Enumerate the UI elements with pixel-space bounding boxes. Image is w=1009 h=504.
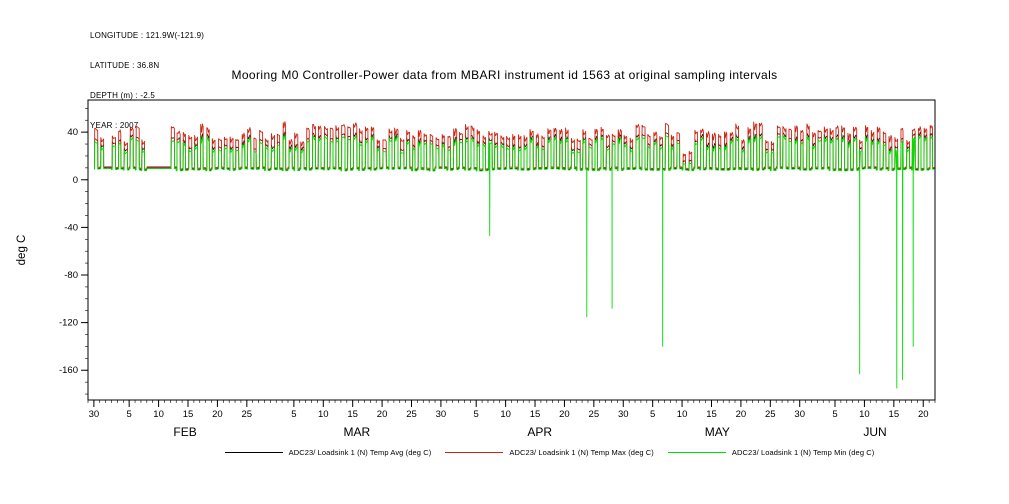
x-tick-label: 15 [183,409,194,420]
x-tick-label: 30 [618,409,629,420]
x-tick-label: 5 [650,409,655,420]
x-tick-label: 15 [530,409,541,420]
x-tick-label: 10 [859,409,870,420]
x-month-label: MAR [343,425,370,439]
y-axis-label: deg C [16,235,28,266]
legend-label-min: ADC23/ Loadsink 1 (N) Temp Min (deg C) [731,448,875,457]
y-tick-label: -80 [64,270,78,281]
x-tick-label: 5 [291,409,296,420]
x-tick-label: 25 [765,409,776,420]
legend-line-min-icon [667,452,726,453]
x-tick-label: 5 [127,409,132,420]
x-tick-label: 15 [347,409,358,420]
legend-label-avg: ADC23/ Loadsink 1 (N) Temp Avg (deg C) [288,448,432,457]
y-tick-label: -160 [59,365,78,376]
x-tick-label: 10 [153,409,164,420]
legend-line-max-icon [445,452,504,453]
legend: ADC23/ Loadsink 1 (N) Temp Avg (deg C) A… [95,448,1004,457]
x-tick-label: 10 [500,409,511,420]
y-tick-label: 40 [67,127,78,138]
legend-line-avg-icon [224,452,283,453]
series-temp-min-line [94,134,935,389]
legend-entry-max: ADC23/ Loadsink 1 (N) Temp Max (deg C) [445,448,654,457]
y-tick-label: 0 [73,175,78,186]
legend-entry-min: ADC23/ Loadsink 1 (N) Temp Min (deg C) [667,448,875,457]
x-tick-label: 15 [706,409,717,420]
series-temp-max-line [94,121,935,170]
y-tick-label: -120 [59,318,78,329]
x-tick-label: 25 [406,409,417,420]
x-tick-label: 5 [832,409,837,420]
x-tick-label: 30 [436,409,447,420]
x-tick-label: 15 [889,409,900,420]
x-tick-label: 20 [377,409,388,420]
x-tick-label: 20 [212,409,223,420]
x-tick-label: 25 [242,409,253,420]
x-tick-label: 20 [559,409,570,420]
x-month-label: JUN [863,425,886,439]
chart-title: Mooring M0 Controller-Power data from MB… [231,68,778,82]
x-month-label: APR [527,425,552,439]
x-month-label: FEB [173,425,196,439]
x-tick-label: 10 [318,409,329,420]
x-tick-label: 5 [474,409,479,420]
legend-label-max: ADC23/ Loadsink 1 (N) Temp Max (deg C) [509,448,654,457]
metadata-depth: DEPTH (m) : -2.5 [90,91,155,100]
metadata-block: LONGITUDE : 121.9W(-121.9) LATITUDE : 36… [90,11,204,141]
y-tick-label: -40 [64,222,78,233]
metadata-latitude: LATITUDE : 36.8N [90,61,160,70]
x-tick-label: 25 [589,409,600,420]
x-tick-label: 20 [736,409,747,420]
x-tick-label: 10 [677,409,688,420]
x-tick-label: 20 [918,409,929,420]
x-tick-label: 30 [794,409,805,420]
metadata-year: YEAR : 2007 [90,121,139,130]
legend-entry-avg: ADC23/ Loadsink 1 (N) Temp Avg (deg C) [224,448,432,457]
x-month-label: MAY [705,425,730,439]
metadata-longitude: LONGITUDE : 121.9W(-121.9) [90,31,205,40]
x-tick-label: 30 [89,409,100,420]
